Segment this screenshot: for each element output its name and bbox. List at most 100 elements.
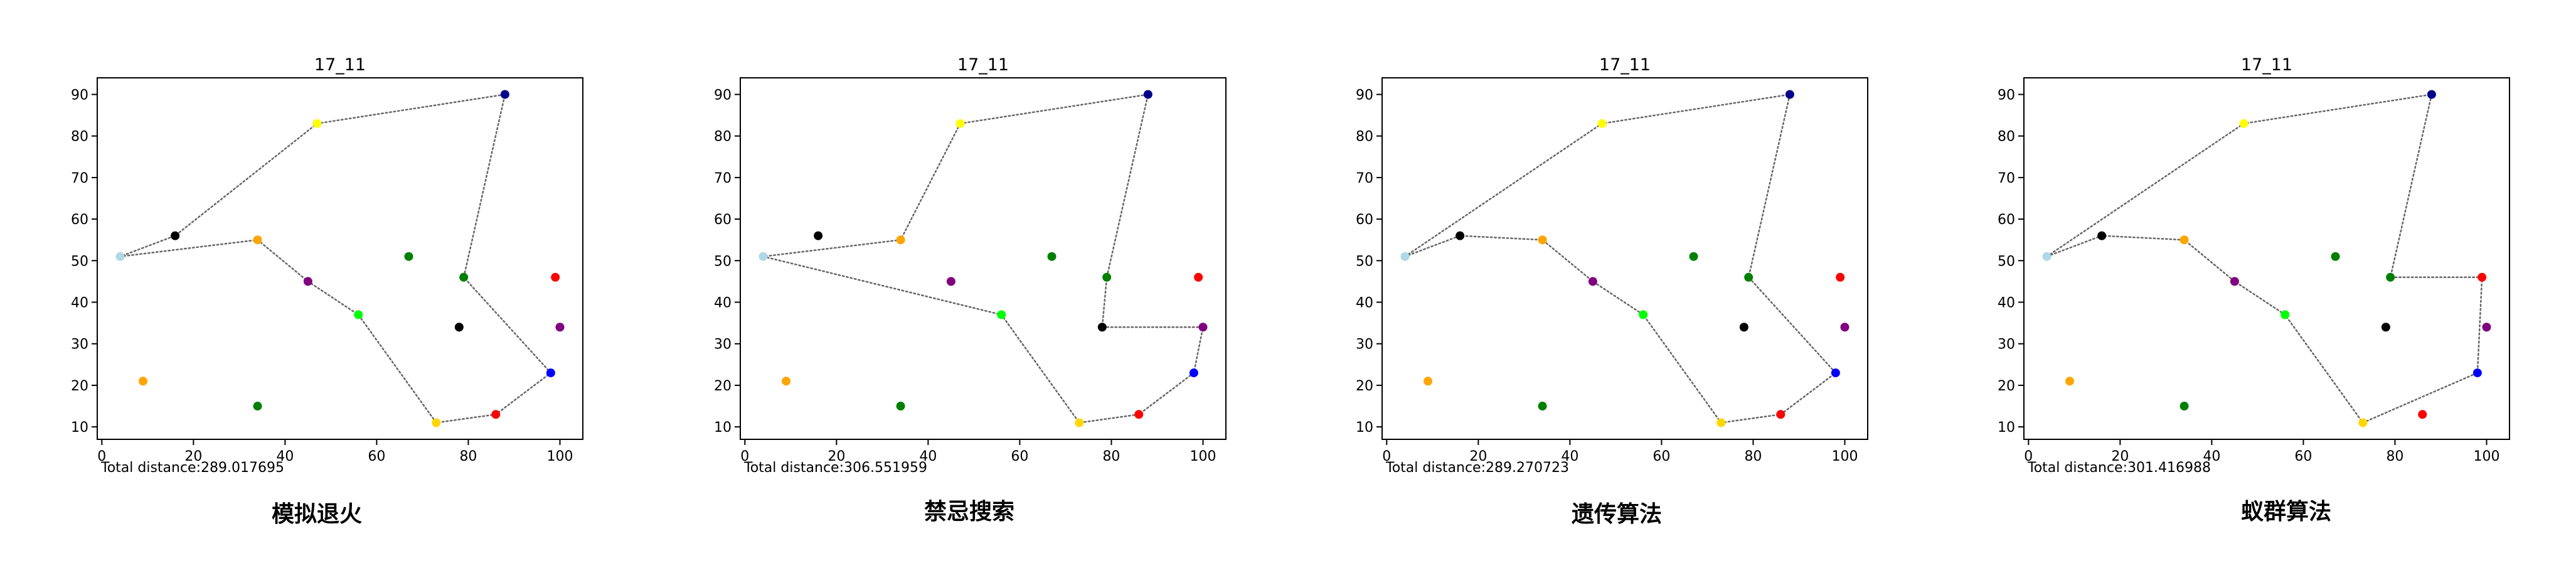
city-point xyxy=(115,252,125,261)
y-tick-label: 60 xyxy=(714,212,732,228)
city-point xyxy=(2042,252,2052,261)
x-tick-label: 40 xyxy=(919,449,937,464)
city-point xyxy=(500,90,509,99)
plot-frame-2 xyxy=(740,77,1227,440)
x-tick-label: 40 xyxy=(1561,449,1578,464)
x-tick-label: 100 xyxy=(546,449,573,464)
y-tick-label: 20 xyxy=(71,378,88,394)
city-point xyxy=(551,272,560,282)
city-point xyxy=(354,310,363,319)
x-tick-label: 80 xyxy=(2386,449,2403,464)
y-tick-label: 30 xyxy=(71,337,88,353)
y-tick-label: 20 xyxy=(1998,378,2015,394)
city-point xyxy=(1456,231,1465,240)
city-point xyxy=(896,235,905,245)
chart-title-4: 17_11 xyxy=(2241,55,2292,75)
y-tick-label: 50 xyxy=(1356,254,1373,269)
city-point xyxy=(1739,323,1748,332)
y-tick-label: 40 xyxy=(71,296,88,311)
plot-frame-1 xyxy=(97,77,583,440)
caption-genetic-algorithm: 遗传算法 xyxy=(1571,501,1663,527)
y-tick-label: 30 xyxy=(1998,337,2015,353)
y-tick-label: 50 xyxy=(714,254,732,269)
plot-frame-4 xyxy=(2023,77,2510,440)
y-tick-label: 30 xyxy=(714,337,732,353)
city-point xyxy=(1639,310,1648,319)
city-point xyxy=(1836,272,1845,282)
y-tick-label: 40 xyxy=(714,296,732,311)
total-distance-label-3: Total distance:289.270723 xyxy=(1385,460,1569,476)
x-tick-label: 80 xyxy=(1102,449,1120,464)
city-point xyxy=(1097,323,1107,332)
total-distance-label-2: Total distance:306.551959 xyxy=(743,460,927,476)
y-tick-label: 70 xyxy=(1356,171,1373,186)
caption-simulated-annealing: 模拟退火 xyxy=(271,501,363,527)
city-point xyxy=(1689,252,1698,261)
city-point xyxy=(758,252,768,261)
city-point xyxy=(1189,368,1198,378)
city-point xyxy=(2478,272,2487,282)
route-line-3 xyxy=(1404,93,1837,424)
y-tick-label: 70 xyxy=(1998,171,2015,186)
city-point xyxy=(459,272,469,282)
x-tick-label: 20 xyxy=(2111,449,2129,464)
city-point xyxy=(1538,402,1547,411)
city-point xyxy=(546,368,555,378)
city-point xyxy=(1102,272,1112,282)
city-point xyxy=(171,231,180,240)
city-point xyxy=(1047,252,1056,261)
city-point xyxy=(2331,252,2340,261)
city-point xyxy=(2239,119,2249,128)
city-point xyxy=(1840,323,1850,332)
y-tick-label: 20 xyxy=(1356,378,1373,394)
city-point xyxy=(404,252,413,261)
y-tick-label: 50 xyxy=(1998,254,2015,269)
y-tick-label: 40 xyxy=(1356,296,1373,311)
y-tick-label: 90 xyxy=(1998,87,2015,103)
x-tick-label: 0 xyxy=(1382,449,1391,464)
y-tick-label: 60 xyxy=(1356,212,1373,228)
city-point xyxy=(2482,323,2491,332)
y-tick-label: 70 xyxy=(71,171,88,186)
y-tick-label: 10 xyxy=(1998,420,2015,436)
city-point xyxy=(1134,410,1144,419)
city-point xyxy=(1400,252,1410,261)
x-tick-label: 60 xyxy=(2294,449,2312,464)
city-point xyxy=(1597,119,1607,128)
x-tick-label: 100 xyxy=(1190,449,1216,464)
y-tick-label: 90 xyxy=(714,87,732,103)
y-tick-label: 60 xyxy=(71,212,88,228)
y-tick-label: 10 xyxy=(71,420,88,436)
x-tick-label: 80 xyxy=(1744,449,1762,464)
x-tick-label: 60 xyxy=(1653,449,1670,464)
city-point xyxy=(2281,310,2290,319)
x-tick-label: 60 xyxy=(1011,449,1028,464)
city-point xyxy=(782,377,791,386)
x-tick-label: 20 xyxy=(1469,449,1487,464)
y-tick-label: 90 xyxy=(1356,87,1373,103)
city-point xyxy=(2386,272,2395,282)
y-tick-label: 80 xyxy=(714,129,732,145)
route-line-2 xyxy=(763,93,1205,424)
y-tick-label: 70 xyxy=(714,171,732,186)
y-tick-label: 90 xyxy=(71,87,88,103)
city-point xyxy=(2381,323,2390,332)
total-distance-label-1: Total distance:289.017695 xyxy=(100,460,284,476)
city-point xyxy=(2097,231,2107,240)
city-point xyxy=(2418,410,2427,419)
city-point xyxy=(1744,272,1754,282)
city-point xyxy=(1198,323,1208,332)
city-point xyxy=(946,277,955,286)
city-point xyxy=(2427,90,2436,99)
city-point xyxy=(312,119,322,128)
x-tick-label: 20 xyxy=(184,449,202,464)
city-point xyxy=(896,402,905,411)
y-tick-label: 80 xyxy=(71,129,88,145)
chart-title-1: 17_11 xyxy=(314,55,366,75)
x-tick-label: 0 xyxy=(97,449,106,464)
x-tick-label: 0 xyxy=(740,449,749,464)
city-point xyxy=(1716,418,1726,427)
x-tick-label: 20 xyxy=(828,449,845,464)
route-line-1 xyxy=(120,93,552,424)
x-tick-label: 0 xyxy=(2024,449,2033,464)
